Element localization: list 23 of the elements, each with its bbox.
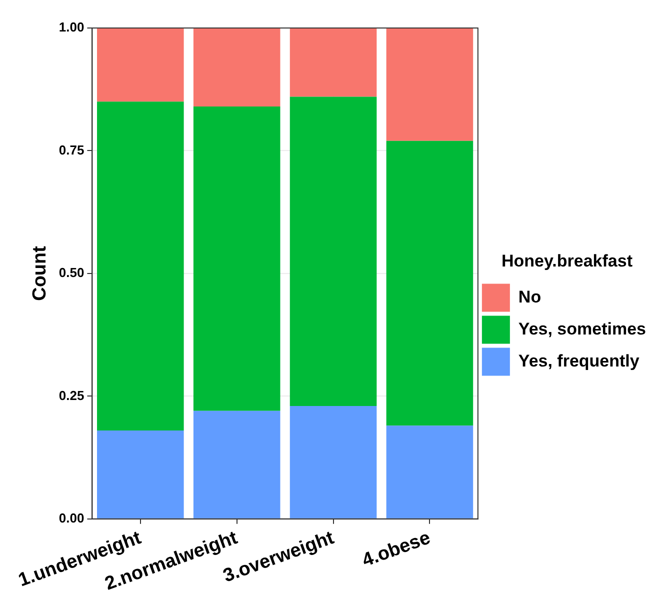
legend-label: No [518,287,542,306]
bar [97,102,184,431]
bar [290,28,377,97]
bar [386,140,474,426]
legend-title: Honey.breakfast [501,251,633,270]
bar [193,410,280,518]
legend-label: Yes, sometimes [518,319,646,338]
y-tick-label: 0.50 [58,265,84,280]
bar [193,28,280,107]
bar [290,406,377,518]
y-axis-title: Count [30,245,51,301]
bar [386,28,474,141]
bar [97,430,184,518]
bar [386,426,474,518]
x-tick-label: 4.obese [360,528,434,572]
y-tick-label: 0.00 [58,510,84,526]
bar [97,28,184,102]
bar [193,106,280,411]
bar [290,96,377,406]
legend-label: Yes, frequently [518,351,640,370]
y-tick-label: 0.25 [58,388,84,403]
y-tick-label: 0.75 [58,142,84,158]
y-tick-label: 1.00 [58,20,84,35]
